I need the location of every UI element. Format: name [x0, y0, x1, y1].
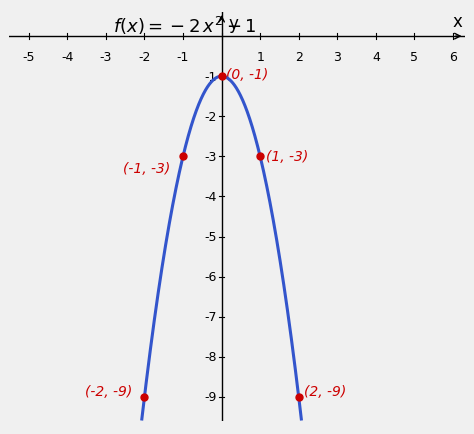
Text: -1: -1: [205, 71, 217, 83]
Text: (1, -3): (1, -3): [266, 150, 308, 164]
Text: 3: 3: [333, 51, 341, 64]
Text: -3: -3: [100, 51, 112, 64]
Text: -4: -4: [61, 51, 73, 64]
Text: -4: -4: [205, 191, 217, 204]
Text: 1: 1: [256, 51, 264, 64]
Text: 4: 4: [372, 51, 380, 64]
Text: -9: -9: [205, 391, 217, 404]
Text: (-2, -9): (-2, -9): [85, 384, 132, 398]
Text: -1: -1: [177, 51, 189, 64]
Text: -3: -3: [205, 151, 217, 164]
Text: y: y: [228, 15, 238, 33]
Text: $f(x)=-2\,x^{2}-1$: $f(x)=-2\,x^{2}-1$: [113, 15, 256, 37]
Text: -2: -2: [205, 111, 217, 124]
Text: 6: 6: [449, 51, 457, 64]
Text: -8: -8: [204, 351, 217, 363]
Text: -2: -2: [138, 51, 151, 64]
Text: (2, -9): (2, -9): [304, 384, 347, 398]
Text: -6: -6: [205, 270, 217, 283]
Text: -7: -7: [204, 310, 217, 323]
Text: (0, -1): (0, -1): [226, 68, 268, 82]
Text: 2: 2: [295, 51, 302, 64]
Text: -5: -5: [204, 230, 217, 243]
Text: (-1, -3): (-1, -3): [123, 162, 171, 176]
Text: -5: -5: [22, 51, 35, 64]
Text: 5: 5: [410, 51, 419, 64]
Text: x: x: [453, 13, 463, 31]
